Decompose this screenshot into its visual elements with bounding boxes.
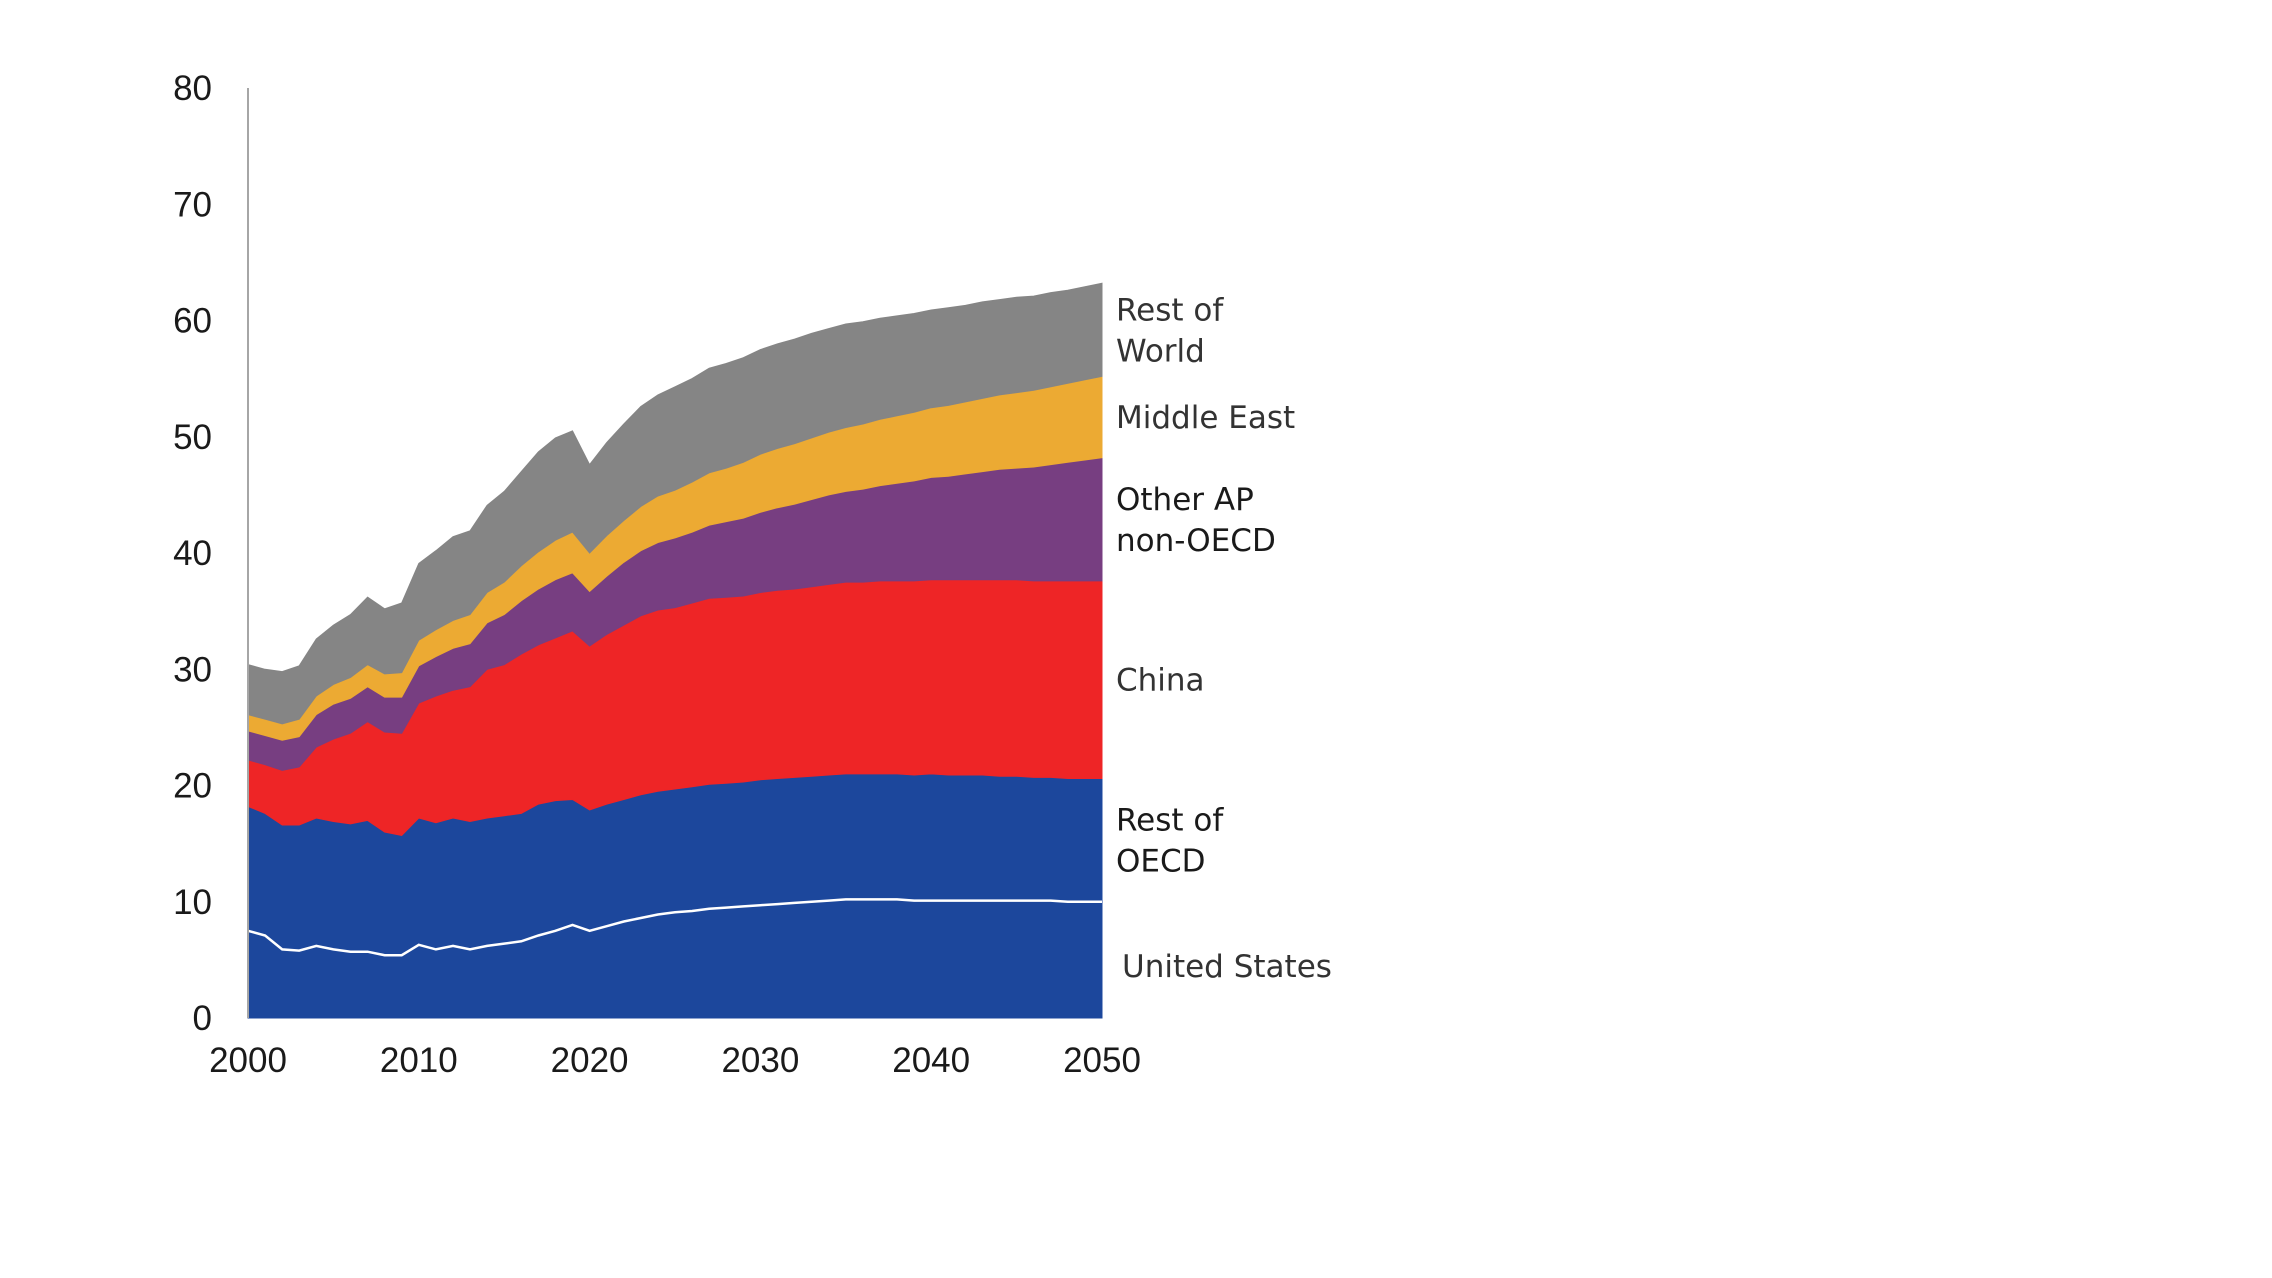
series-label-china: China bbox=[1116, 663, 1205, 699]
series-label-other-ap-non-oecd: Other AP non-OECD bbox=[1116, 482, 1276, 559]
series-label-rest-of-world: Rest of World bbox=[1116, 292, 1224, 369]
x-tick-label-2000: 2000 bbox=[209, 1041, 287, 1080]
series-label-line: Rest of bbox=[1116, 292, 1224, 328]
series-label-line: Middle East bbox=[1116, 400, 1295, 436]
series-label-line: China bbox=[1116, 663, 1205, 699]
line-united-states-boundary bbox=[247, 898, 1102, 957]
area-rest-of-world bbox=[247, 282, 1103, 725]
series-label-line: OECD bbox=[1116, 844, 1206, 880]
y-tick-label-30: 30 bbox=[173, 650, 212, 689]
series-label-line: non-OECD bbox=[1116, 523, 1276, 559]
x-tick-label-2020: 2020 bbox=[551, 1041, 629, 1080]
y-tick-label-40: 40 bbox=[173, 534, 212, 573]
series-labels: United States Rest of OECD China Other AP non… bbox=[1116, 292, 1332, 985]
x-tick-label-2030: 2030 bbox=[721, 1041, 799, 1080]
y-tick-label-0: 0 bbox=[193, 999, 212, 1038]
series-label-line: World bbox=[1116, 333, 1205, 369]
y-axis-tick-labels: 0 10 20 30 40 50 60 70 80 bbox=[173, 69, 212, 1038]
x-tick-label-2040: 2040 bbox=[892, 1041, 970, 1080]
x-tick-label-2050: 2050 bbox=[1063, 1041, 1141, 1080]
x-axis-tick-labels: 2000 2010 2020 2030 2040 2050 bbox=[209, 1041, 1141, 1080]
y-tick-label-80: 80 bbox=[173, 69, 212, 108]
y-tick-label-60: 60 bbox=[173, 302, 212, 341]
series-label-line: United States bbox=[1122, 949, 1332, 985]
series-label-middle-east: Middle East bbox=[1116, 400, 1295, 436]
area-layers bbox=[247, 282, 1103, 1019]
y-tick-label-20: 20 bbox=[173, 767, 212, 806]
series-label-rest-of-oecd: Rest of OECD bbox=[1116, 803, 1224, 880]
y-tick-label-70: 70 bbox=[173, 185, 212, 224]
series-label-line: Rest of bbox=[1116, 803, 1224, 839]
y-tick-label-10: 10 bbox=[173, 883, 212, 922]
y-tick-label-50: 50 bbox=[173, 418, 212, 457]
x-tick-label-2010: 2010 bbox=[380, 1041, 458, 1080]
series-label-line: Other AP bbox=[1116, 482, 1254, 518]
series-label-united-states: United States bbox=[1122, 949, 1332, 985]
